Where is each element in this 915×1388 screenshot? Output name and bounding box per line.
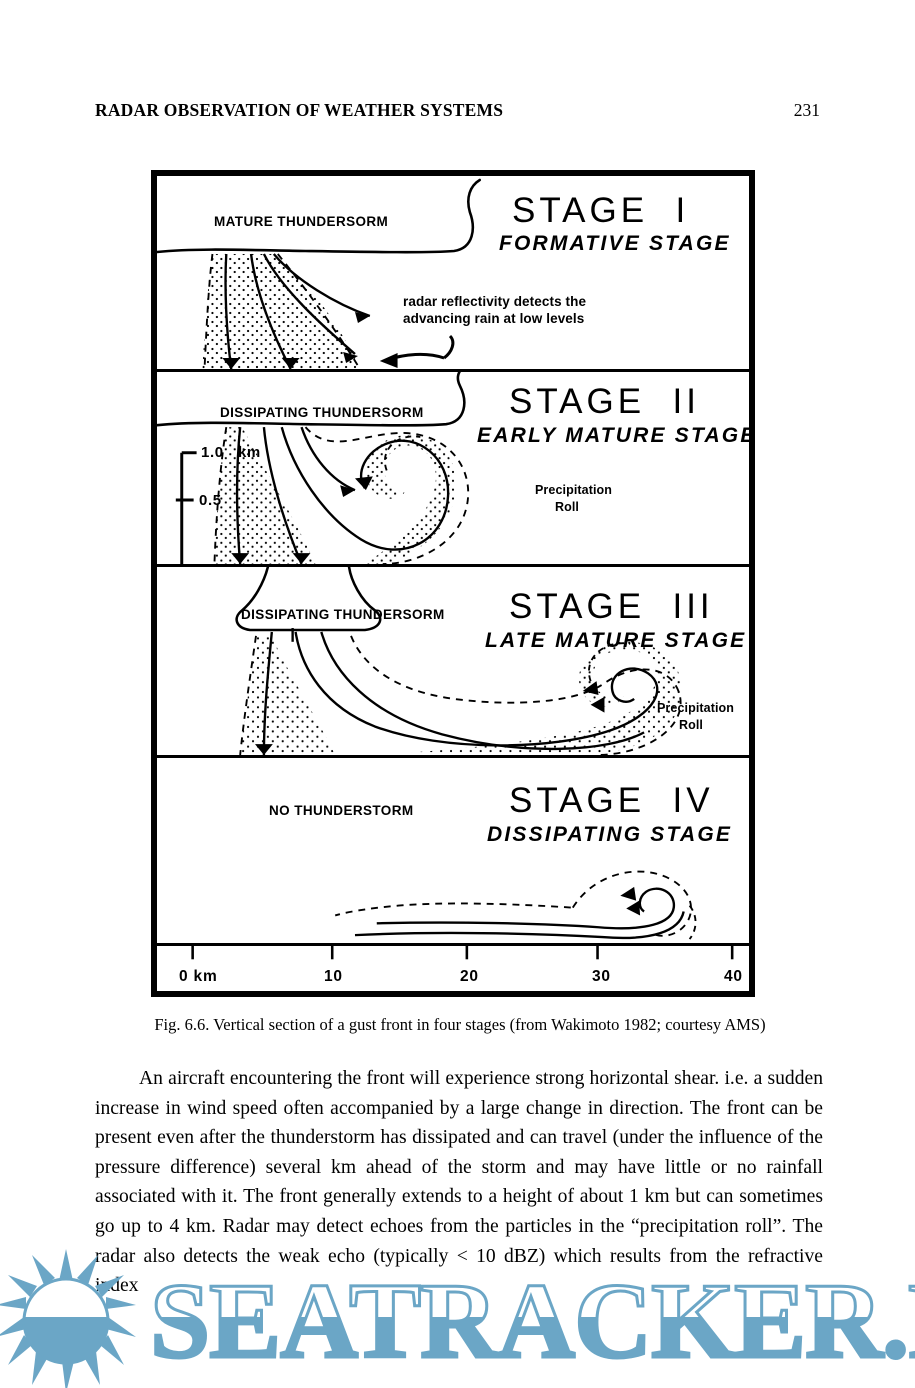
- stage-4-subtitle: DISSIPATING STAGE: [487, 823, 733, 846]
- stage-2-storm-label: DISSIPATING THUNDERSORM: [220, 405, 424, 420]
- page-number: 231: [793, 100, 820, 120]
- stage-3-roman-title: STAGE III: [509, 587, 714, 626]
- stage-1-annotation-line-2: advancing rain at low levels: [403, 311, 585, 326]
- figure-panel-stage-4: NO THUNDERSTORM STAGE IV DISSIPATING STA…: [157, 755, 749, 943]
- stage-2-precip-label-line-2: Roll: [555, 500, 580, 514]
- axis-tick-label-0: 0 km: [179, 968, 218, 985]
- stage-2-subtitle: EARLY MATURE STAGE: [477, 424, 749, 447]
- axis-ticks: [191, 946, 734, 960]
- stage-1-annotation-line-1: radar reflectivity detects the: [403, 294, 587, 309]
- stage-3-precip-label-line-2: Roll: [679, 718, 704, 732]
- stage-2-scale-label-top: 1.0 km: [201, 444, 261, 461]
- axis-tick-label-10: 10: [324, 968, 343, 985]
- figure-6-6: MATURE THUNDERSORM STAGE I FORMATIVE STA…: [151, 170, 755, 997]
- figure-distance-axis: 0 km 10 20 30 40: [157, 943, 749, 1003]
- stage-1-subtitle: FORMATIVE STAGE: [499, 232, 731, 255]
- axis-tick-label-30: 30: [592, 968, 611, 985]
- body-paragraph: An aircraft encountering the front will …: [95, 1068, 823, 1297]
- stage-3-precip-label-line-1: Precipitation: [657, 701, 735, 715]
- stage-3-storm-label: DISSIPATING THUNDERSORM: [241, 607, 445, 622]
- stage-2-diagram: [157, 372, 470, 564]
- stage-4-storm-label: NO THUNDERSTORM: [269, 803, 414, 818]
- figure-panel-stage-2: DISSIPATING THUNDERSORM STAGE II EARLY M…: [157, 369, 749, 564]
- figure-panel-stage-3: DISSIPATING THUNDERSORM STAGE III LATE M…: [157, 564, 749, 755]
- stage-4-diagram: [334, 870, 697, 940]
- stage-2-scale-label-mid: 0.5: [199, 492, 222, 509]
- stage-1-storm-label: MATURE THUNDERSORM: [214, 214, 389, 229]
- figure-caption: Fig. 6.6. Vertical section of a gust fro…: [154, 1015, 766, 1034]
- stage-2-precip-label-line-1: Precipitation: [535, 483, 613, 497]
- stage-2-roman-title: STAGE II: [509, 382, 700, 421]
- stage-1-roman-title: STAGE I: [512, 191, 690, 230]
- stage-3-subtitle: LATE MATURE STAGE: [485, 629, 747, 652]
- figure-panel-stage-1: MATURE THUNDERSORM STAGE I FORMATIVE STA…: [157, 176, 749, 369]
- stage-3-diagram: [235, 567, 682, 755]
- page-header: RADAR OBSERVATION OF WEATHER SYSTEMS 231: [95, 100, 820, 121]
- page-title: RADAR OBSERVATION OF WEATHER SYSTEMS: [95, 100, 504, 120]
- stage-4-roman-title: STAGE IV: [509, 781, 714, 820]
- axis-tick-label-20: 20: [460, 968, 479, 985]
- stage-1-diagram: [157, 178, 482, 369]
- axis-tick-label-40: 40: [724, 968, 743, 985]
